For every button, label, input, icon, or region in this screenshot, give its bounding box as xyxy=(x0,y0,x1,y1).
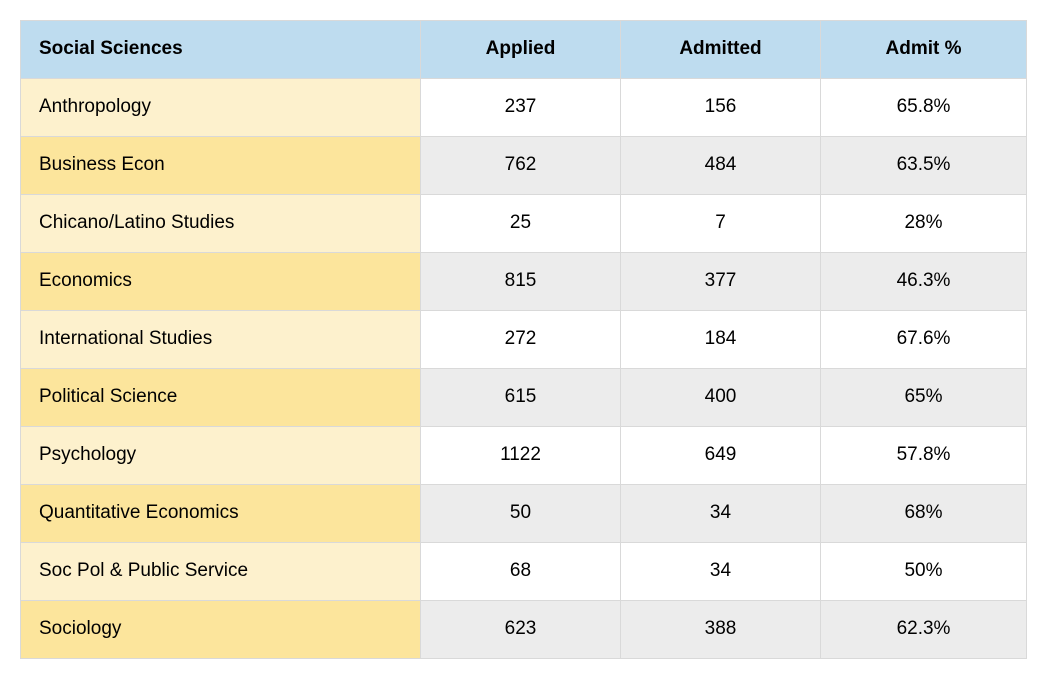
col-header-applied: Applied xyxy=(421,21,621,79)
cell-pct: 57.8% xyxy=(821,427,1027,485)
cell-admitted: 184 xyxy=(621,311,821,369)
table-row: Quantitative Economics 50 34 68% xyxy=(21,485,1027,543)
cell-pct: 46.3% xyxy=(821,253,1027,311)
cell-applied: 762 xyxy=(421,137,621,195)
cell-name: Anthropology xyxy=(21,79,421,137)
table-row: Business Econ 762 484 63.5% xyxy=(21,137,1027,195)
cell-admitted: 34 xyxy=(621,485,821,543)
cell-pct: 68% xyxy=(821,485,1027,543)
cell-name: Chicano/Latino Studies xyxy=(21,195,421,253)
cell-applied: 272 xyxy=(421,311,621,369)
table-row: International Studies 272 184 67.6% xyxy=(21,311,1027,369)
cell-pct: 65.8% xyxy=(821,79,1027,137)
table-header-row: Social Sciences Applied Admitted Admit % xyxy=(21,21,1027,79)
cell-name: Quantitative Economics xyxy=(21,485,421,543)
cell-applied: 25 xyxy=(421,195,621,253)
col-header-name: Social Sciences xyxy=(21,21,421,79)
table-row: Anthropology 237 156 65.8% xyxy=(21,79,1027,137)
cell-pct: 65% xyxy=(821,369,1027,427)
cell-name: Economics xyxy=(21,253,421,311)
cell-admitted: 377 xyxy=(621,253,821,311)
cell-admitted: 156 xyxy=(621,79,821,137)
cell-pct: 67.6% xyxy=(821,311,1027,369)
cell-admitted: 400 xyxy=(621,369,821,427)
cell-applied: 815 xyxy=(421,253,621,311)
cell-applied: 237 xyxy=(421,79,621,137)
cell-admitted: 484 xyxy=(621,137,821,195)
cell-pct: 50% xyxy=(821,543,1027,601)
cell-applied: 1122 xyxy=(421,427,621,485)
table-row: Soc Pol & Public Service 68 34 50% xyxy=(21,543,1027,601)
col-header-admitted: Admitted xyxy=(621,21,821,79)
col-header-admit-pct: Admit % xyxy=(821,21,1027,79)
table-row: Economics 815 377 46.3% xyxy=(21,253,1027,311)
cell-applied: 615 xyxy=(421,369,621,427)
admissions-table: Social Sciences Applied Admitted Admit %… xyxy=(20,20,1027,659)
cell-admitted: 649 xyxy=(621,427,821,485)
admissions-table-container: Social Sciences Applied Admitted Admit %… xyxy=(20,20,1026,659)
cell-name: Business Econ xyxy=(21,137,421,195)
cell-name: Psychology xyxy=(21,427,421,485)
cell-applied: 68 xyxy=(421,543,621,601)
cell-name: Soc Pol & Public Service xyxy=(21,543,421,601)
cell-admitted: 7 xyxy=(621,195,821,253)
cell-pct: 63.5% xyxy=(821,137,1027,195)
table-body: Anthropology 237 156 65.8% Business Econ… xyxy=(21,79,1027,659)
cell-pct: 28% xyxy=(821,195,1027,253)
table-row: Psychology 1122 649 57.8% xyxy=(21,427,1027,485)
cell-admitted: 34 xyxy=(621,543,821,601)
cell-name: International Studies xyxy=(21,311,421,369)
table-row: Political Science 615 400 65% xyxy=(21,369,1027,427)
cell-applied: 50 xyxy=(421,485,621,543)
table-row: Chicano/Latino Studies 25 7 28% xyxy=(21,195,1027,253)
cell-name: Political Science xyxy=(21,369,421,427)
